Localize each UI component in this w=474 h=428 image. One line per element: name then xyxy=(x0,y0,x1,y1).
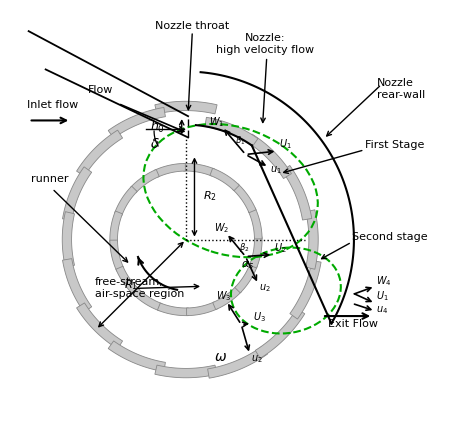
Polygon shape xyxy=(282,166,312,220)
Text: $\beta_1$: $\beta_1$ xyxy=(235,134,246,146)
Text: $U_1$: $U_1$ xyxy=(376,289,389,303)
Polygon shape xyxy=(116,266,139,295)
Text: $u_2$: $u_2$ xyxy=(251,353,262,365)
Polygon shape xyxy=(130,169,159,193)
Polygon shape xyxy=(77,303,123,349)
Text: Nozzle
rear-wall: Nozzle rear-wall xyxy=(377,78,426,100)
Text: $u_2$: $u_2$ xyxy=(259,282,271,294)
Text: Flow: Flow xyxy=(88,85,114,95)
Text: runner: runner xyxy=(31,174,68,184)
Polygon shape xyxy=(77,130,123,176)
Polygon shape xyxy=(290,261,321,319)
Polygon shape xyxy=(110,211,122,242)
Polygon shape xyxy=(213,286,242,309)
Polygon shape xyxy=(183,163,215,176)
Text: $R_1$: $R_1$ xyxy=(124,278,137,292)
Text: Exit Flow: Exit Flow xyxy=(328,319,378,329)
Polygon shape xyxy=(233,184,256,213)
Polygon shape xyxy=(157,303,189,315)
Polygon shape xyxy=(187,302,218,315)
Text: $R_2$: $R_2$ xyxy=(203,189,217,203)
Polygon shape xyxy=(108,107,165,138)
Text: $u_4$: $u_4$ xyxy=(376,305,389,316)
Polygon shape xyxy=(255,309,305,358)
Text: First Stage: First Stage xyxy=(365,140,424,150)
Polygon shape xyxy=(155,365,217,378)
Polygon shape xyxy=(235,264,257,293)
Text: $\omega$: $\omega$ xyxy=(214,350,227,364)
Polygon shape xyxy=(155,101,217,114)
Text: Nozzle throat: Nozzle throat xyxy=(155,21,229,31)
Text: $\delta$: $\delta$ xyxy=(150,137,160,151)
Polygon shape xyxy=(205,117,258,146)
Text: $W_3$: $W_3$ xyxy=(216,289,231,303)
Polygon shape xyxy=(249,237,262,268)
Text: $W_1$: $W_1$ xyxy=(210,115,225,128)
Polygon shape xyxy=(133,288,162,311)
Polygon shape xyxy=(108,341,165,372)
Polygon shape xyxy=(62,212,74,268)
Text: $W_2$: $W_2$ xyxy=(214,221,229,235)
Text: $U_1$: $U_1$ xyxy=(279,137,292,151)
Polygon shape xyxy=(208,346,268,378)
Text: Nozzle:
high velocity flow: Nozzle: high velocity flow xyxy=(216,33,314,55)
Polygon shape xyxy=(155,163,185,177)
Text: free-stream,
air-space region: free-stream, air-space region xyxy=(94,277,184,299)
Text: $U_3$: $U_3$ xyxy=(253,310,266,324)
Polygon shape xyxy=(110,240,124,271)
Polygon shape xyxy=(247,134,292,178)
Polygon shape xyxy=(306,210,318,269)
Text: $W_4$: $W_4$ xyxy=(376,275,392,288)
Text: Second stage: Second stage xyxy=(352,232,428,241)
Text: $U_2$: $U_2$ xyxy=(274,241,287,255)
Polygon shape xyxy=(210,168,239,191)
Polygon shape xyxy=(248,208,262,239)
Text: $\alpha_s$: $\alpha_s$ xyxy=(241,259,255,271)
Polygon shape xyxy=(115,186,137,216)
Text: $\beta_2$: $\beta_2$ xyxy=(239,241,250,254)
Text: Inlet flow: Inlet flow xyxy=(27,100,78,110)
Text: $u_1$: $u_1$ xyxy=(270,164,282,176)
Polygon shape xyxy=(63,259,91,312)
Polygon shape xyxy=(63,167,91,220)
Text: $h_0$: $h_0$ xyxy=(150,119,164,135)
